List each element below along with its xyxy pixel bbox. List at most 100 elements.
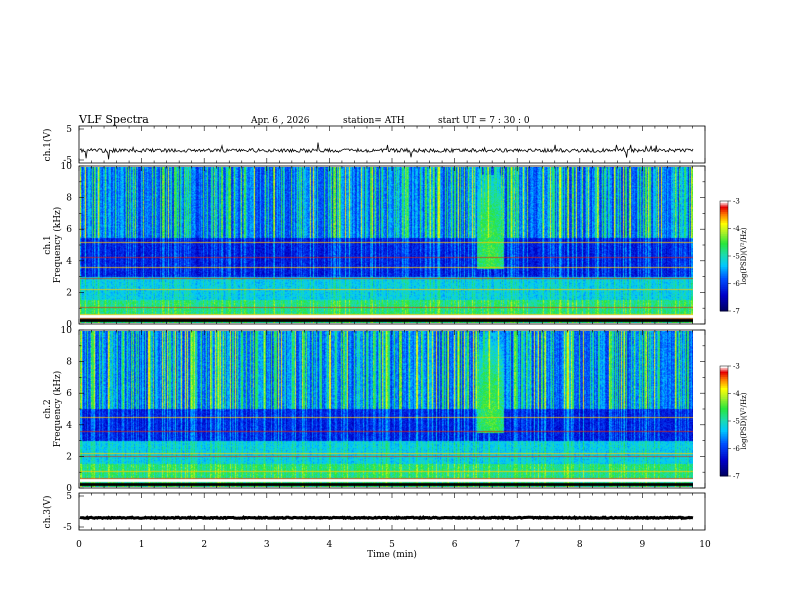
colorbar-cell xyxy=(720,457,728,460)
colorbar-cell xyxy=(720,241,728,244)
x-tick-label: 1 xyxy=(139,540,145,550)
colorbar-cell xyxy=(720,287,728,290)
colorbar-cell xyxy=(720,296,728,299)
colorbar-cell xyxy=(720,270,728,273)
colorbar-cell xyxy=(720,274,728,277)
colorbar-cell xyxy=(720,212,728,215)
colorbar-cell xyxy=(720,413,728,416)
y-tick-label: 0 xyxy=(66,320,72,330)
x-tick-label: 6 xyxy=(452,540,458,550)
colorbar-cell xyxy=(720,276,728,279)
colorbar-cell xyxy=(720,415,728,418)
colorbar-cell xyxy=(720,294,728,297)
colorbar-cell xyxy=(720,230,728,233)
colorbar-cell xyxy=(720,204,728,207)
colorbar-cell xyxy=(720,377,728,380)
colorbar-cell xyxy=(720,217,728,220)
colorbar-cell xyxy=(720,455,728,459)
x-tick-label: 2 xyxy=(201,540,207,550)
colorbar-cell xyxy=(720,206,728,209)
colorbar-cell xyxy=(720,448,728,451)
colorbar-cell xyxy=(720,281,728,284)
colorbar-cell xyxy=(720,369,728,372)
x-tick-label: 4 xyxy=(327,540,333,550)
ch3-ylabel: ch.3(V) xyxy=(42,496,53,529)
colorbar-cell xyxy=(720,243,728,246)
ch2-spec-ylabel-channel: ch.2 xyxy=(43,399,53,418)
colorbar-cell xyxy=(720,252,728,255)
colorbar-cell xyxy=(720,232,728,235)
colorbar-cell xyxy=(720,309,728,312)
colorbar-cell xyxy=(720,257,728,261)
y-tick-label: -5 xyxy=(63,523,72,533)
x-tick-label: 0 xyxy=(76,540,82,550)
colorbar-cell xyxy=(720,444,728,448)
x-tick-label: 9 xyxy=(640,540,646,550)
colorbar-cell xyxy=(720,279,728,283)
ch1-spectrogram-image xyxy=(80,167,693,323)
colorbar-cell xyxy=(720,250,728,253)
colorbar-cell xyxy=(720,395,728,398)
ch3-waveform-frame xyxy=(78,492,706,531)
colorbar-cell xyxy=(720,428,728,431)
colorbar-cell xyxy=(720,406,728,409)
colorbar-cell xyxy=(720,290,728,294)
colorbar-cell xyxy=(720,468,728,471)
colorbar-cell xyxy=(720,419,728,422)
y-tick-label: 0 xyxy=(66,484,72,494)
colorbar-cell xyxy=(720,410,728,413)
colorbar-cell xyxy=(720,213,728,217)
colorbar-cell xyxy=(720,389,728,393)
colorbar-cell xyxy=(720,472,728,475)
colorbar-cell xyxy=(720,466,728,470)
colorbar-label: log(PSD)(V²/Hz) xyxy=(740,392,748,449)
colorbar-cell xyxy=(720,283,728,286)
colorbar-tick-label: -6 xyxy=(733,280,740,288)
colorbar-tick-label: -4 xyxy=(733,225,740,233)
colorbar-cell xyxy=(720,256,728,259)
figure-title: VLF Spectra xyxy=(78,113,149,126)
y-tick-label: 10 xyxy=(61,162,73,172)
y-tick-label: 2 xyxy=(66,452,72,462)
ch3-waveform-line xyxy=(79,515,694,521)
x-tick-label: 10 xyxy=(699,540,711,550)
y-tick-label: 6 xyxy=(66,225,72,235)
y-tick-label: 8 xyxy=(66,194,72,204)
x-tick-label: 7 xyxy=(514,540,520,550)
colorbar-cell xyxy=(720,443,728,446)
colorbar-tick-label: -3 xyxy=(733,198,740,206)
y-tick-label: -5 xyxy=(63,156,72,166)
colorbar-tick-label: -6 xyxy=(733,445,740,453)
colorbar-cell xyxy=(720,298,728,301)
colorbar-cell xyxy=(720,373,728,376)
colorbar-cell xyxy=(720,441,728,444)
colorbar-cell xyxy=(720,210,728,213)
colorbar-cell xyxy=(720,201,728,204)
x-tick-label: 3 xyxy=(264,540,270,550)
colorbar-cell xyxy=(720,221,728,224)
colorbar-cell xyxy=(720,371,728,374)
colorbar-cell xyxy=(720,223,728,226)
colorbar-cell xyxy=(720,278,728,281)
y-tick-label: 8 xyxy=(66,358,72,368)
colorbar-cell xyxy=(720,375,728,378)
y-tick-label: 10 xyxy=(61,326,73,336)
colorbar-cell xyxy=(720,397,728,400)
ch2-spec-ylabel-frequency: Frequency (kHz) xyxy=(52,371,63,448)
colorbar-cell xyxy=(720,452,728,455)
colorbar-cell xyxy=(720,246,728,250)
colorbar-cell xyxy=(720,292,728,295)
colorbar-cell xyxy=(720,378,728,382)
start-time-label: start UT = 7 : 30 : 0 xyxy=(438,116,530,126)
colorbar-cell xyxy=(720,239,728,242)
colorbar-tick-label: -5 xyxy=(733,253,740,261)
colorbar-cell xyxy=(720,301,728,305)
colorbar-tick-label: -4 xyxy=(733,390,740,398)
ch1-waveform-line xyxy=(79,142,694,160)
colorbar-cell xyxy=(720,426,728,429)
y-tick-label: 5 xyxy=(66,492,72,502)
colorbar-cell xyxy=(720,261,728,264)
colorbar-cell xyxy=(720,391,728,394)
colorbar-cell xyxy=(720,384,728,387)
colorbar-cell xyxy=(720,224,728,228)
